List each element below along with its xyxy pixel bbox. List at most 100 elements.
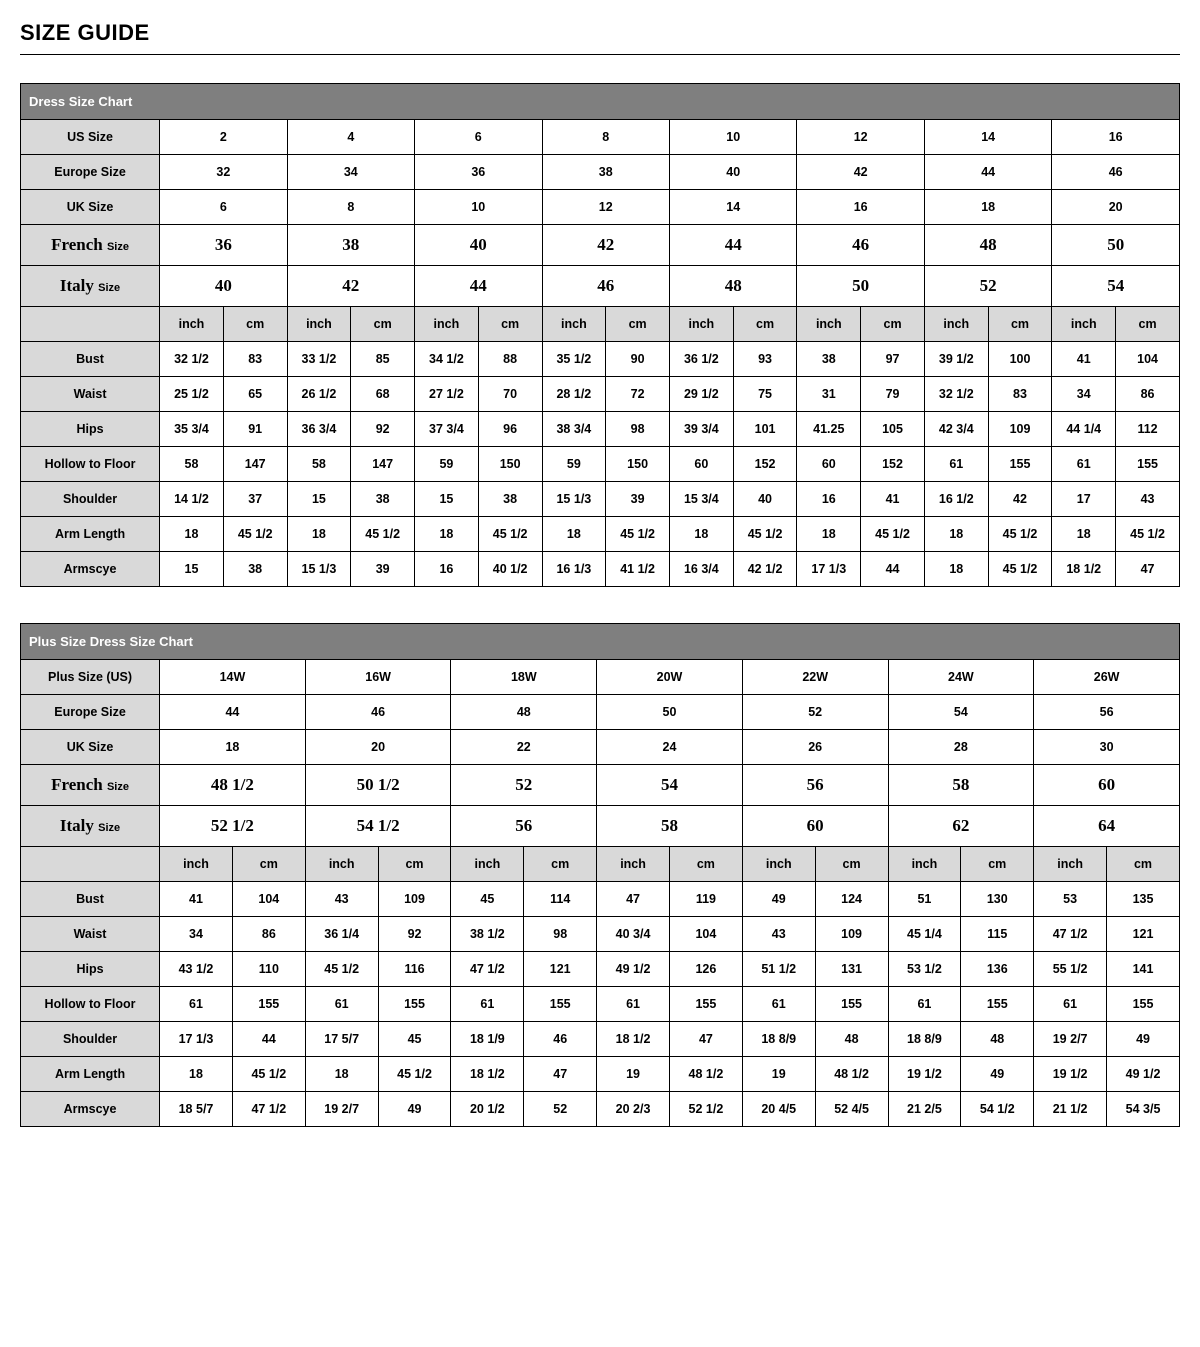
- unit-label: cm: [861, 307, 925, 342]
- unit-label: inch: [597, 847, 670, 882]
- measure-value: 155: [988, 447, 1052, 482]
- measure-value: 85: [351, 342, 415, 377]
- measure-value: 86: [1116, 377, 1180, 412]
- measure-value: 49 1/2: [1107, 1057, 1180, 1092]
- measure-value: 79: [861, 377, 925, 412]
- size-value: 48: [924, 225, 1051, 266]
- measure-value: 45 1/2: [988, 552, 1052, 587]
- unit-label: inch: [1052, 307, 1116, 342]
- measure-value: 45 1/2: [305, 952, 378, 987]
- unit-label: inch: [797, 307, 861, 342]
- measure-value: 28 1/2: [542, 377, 606, 412]
- size-value: 46: [542, 266, 669, 307]
- unit-label: cm: [988, 307, 1052, 342]
- measure-value: 36 1/4: [305, 917, 378, 952]
- row-label: [21, 847, 160, 882]
- measure-value: 49: [961, 1057, 1034, 1092]
- size-value: 52 1/2: [160, 806, 306, 847]
- measure-value: 21 2/5: [888, 1092, 961, 1127]
- measure-value: 41: [1052, 342, 1116, 377]
- measure-value: 49: [378, 1092, 451, 1127]
- unit-label: cm: [606, 307, 670, 342]
- size-value: 54: [888, 695, 1034, 730]
- measure-value: 18: [1052, 517, 1116, 552]
- unit-label: inch: [742, 847, 815, 882]
- measure-value: 152: [733, 447, 797, 482]
- measure-value: 37: [223, 482, 287, 517]
- measure-value: 155: [669, 987, 742, 1022]
- size-value: 12: [542, 190, 669, 225]
- measure-value: 45 1/2: [606, 517, 670, 552]
- row-label: Hips: [21, 952, 160, 987]
- measure-value: 54 1/2: [961, 1092, 1034, 1127]
- size-value: 58: [888, 765, 1034, 806]
- size-value: 48: [669, 266, 796, 307]
- measure-value: 152: [861, 447, 925, 482]
- measure-value: 39: [351, 552, 415, 587]
- size-value: 14W: [160, 660, 306, 695]
- measure-value: 112: [1116, 412, 1180, 447]
- size-value: 50 1/2: [305, 765, 451, 806]
- measure-value: 48 1/2: [669, 1057, 742, 1092]
- size-value: 46: [797, 225, 924, 266]
- measure-value: 47: [597, 882, 670, 917]
- size-value: 22: [451, 730, 597, 765]
- measure-value: 52 4/5: [815, 1092, 888, 1127]
- size-value: 36: [415, 155, 542, 190]
- measure-value: 33 1/2: [287, 342, 351, 377]
- unit-label: cm: [733, 307, 797, 342]
- measure-value: 41: [861, 482, 925, 517]
- measure-value: 92: [378, 917, 451, 952]
- row-label: French Size: [21, 765, 160, 806]
- size-value: 30: [1034, 730, 1180, 765]
- measure-value: 43: [742, 917, 815, 952]
- row-label: Arm Length: [21, 1057, 160, 1092]
- measure-value: 101: [733, 412, 797, 447]
- measure-value: 155: [524, 987, 597, 1022]
- size-value: 8: [542, 120, 669, 155]
- size-value: 18: [924, 190, 1051, 225]
- measure-value: 41: [160, 882, 233, 917]
- measure-value: 59: [415, 447, 479, 482]
- measure-value: 16 3/4: [669, 552, 733, 587]
- unit-label: cm: [1107, 847, 1180, 882]
- unit-label: cm: [669, 847, 742, 882]
- measure-value: 155: [1107, 987, 1180, 1022]
- measure-value: 36 1/2: [669, 342, 733, 377]
- measure-value: 59: [542, 447, 606, 482]
- row-label: Shoulder: [21, 482, 160, 517]
- measure-value: 104: [1116, 342, 1180, 377]
- measure-value: 45: [451, 882, 524, 917]
- unit-label: inch: [451, 847, 524, 882]
- measure-value: 61: [305, 987, 378, 1022]
- row-label: Europe Size: [21, 695, 160, 730]
- measure-value: 31: [797, 377, 861, 412]
- size-value: 56: [451, 806, 597, 847]
- unit-label: cm: [378, 847, 451, 882]
- measure-value: 16 1/2: [924, 482, 988, 517]
- size-value: 6: [160, 190, 287, 225]
- size-value: 14: [924, 120, 1051, 155]
- measure-value: 155: [815, 987, 888, 1022]
- unit-label: inch: [888, 847, 961, 882]
- measure-value: 18: [160, 517, 224, 552]
- row-label: UK Size: [21, 190, 160, 225]
- measure-value: 83: [223, 342, 287, 377]
- table-title: Dress Size Chart: [21, 84, 1180, 120]
- measure-value: 104: [669, 917, 742, 952]
- size-value: 50: [1052, 225, 1180, 266]
- measure-value: 45 1/4: [888, 917, 961, 952]
- measure-value: 47: [1116, 552, 1180, 587]
- measure-value: 51: [888, 882, 961, 917]
- row-label: Hollow to Floor: [21, 447, 160, 482]
- measure-value: 32 1/2: [160, 342, 224, 377]
- measure-value: 20 1/2: [451, 1092, 524, 1127]
- measure-value: 96: [478, 412, 542, 447]
- row-label: Italy Size: [21, 806, 160, 847]
- measure-value: 61: [160, 987, 233, 1022]
- row-label: Waist: [21, 377, 160, 412]
- measure-value: 19 1/2: [1034, 1057, 1107, 1092]
- measure-value: 150: [478, 447, 542, 482]
- measure-value: 42: [988, 482, 1052, 517]
- measure-value: 48: [815, 1022, 888, 1057]
